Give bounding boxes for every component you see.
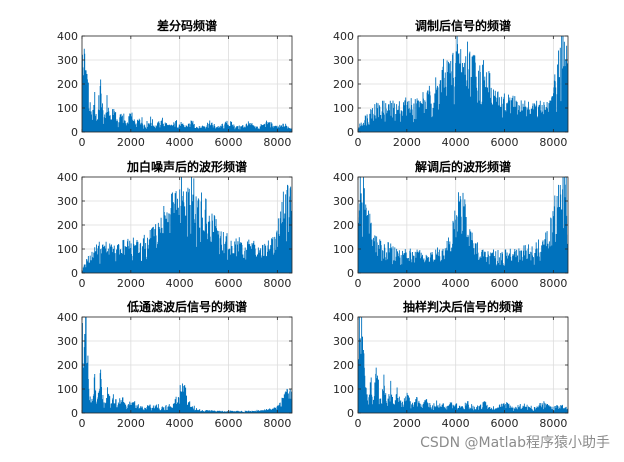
x-tick-label: 0 — [355, 417, 362, 430]
watermark-text: CSDN @Matlab程序猿小助手 — [420, 435, 610, 451]
subplot-6: 0 2000 4000 6000 8000 0 100 200 300 400 抽样判决后信号的频谱 — [333, 299, 569, 430]
series-line — [358, 317, 568, 413]
series-line — [82, 48, 292, 132]
x-tick-label: 2000 — [117, 136, 145, 149]
x-tick-label: 8000 — [539, 277, 567, 290]
y-tick-label: 100 — [333, 102, 354, 115]
x-tick-label: 0 — [79, 417, 86, 430]
x-tick-label: 6000 — [491, 417, 519, 430]
x-tick-label: 0 — [355, 136, 362, 149]
subplot-3: 0 2000 4000 6000 8000 0 100 200 300 400 加白噪声后的波形频谱 — [57, 159, 293, 290]
y-tick-label: 300 — [57, 54, 78, 67]
y-tick-label: 200 — [57, 219, 78, 232]
y-tick-label: 100 — [57, 243, 78, 256]
y-tick-label: 200 — [57, 359, 78, 372]
subplot-title: 调制后信号的频谱 — [415, 18, 511, 33]
y-tick-label: 0 — [71, 267, 78, 280]
x-tick-label: 8000 — [539, 417, 567, 430]
y-tick-label: 400 — [57, 311, 78, 324]
x-tick-label: 2000 — [393, 277, 421, 290]
x-tick-label: 6000 — [215, 136, 243, 149]
subplot-title: 加白噪声后的波形频谱 — [126, 159, 247, 174]
x-tick-label: 6000 — [215, 417, 243, 430]
y-tick-label: 0 — [71, 126, 78, 139]
subplot-2: 0 2000 4000 6000 8000 0 100 200 300 400 调制后信号的频谱 — [333, 18, 569, 149]
x-tick-label: 2000 — [117, 277, 145, 290]
x-tick-label: 6000 — [491, 277, 519, 290]
y-tick-label: 0 — [71, 407, 78, 420]
subplot-title: 抽样判决后信号的频谱 — [403, 299, 523, 314]
y-tick-label: 200 — [333, 359, 354, 372]
y-tick-label: 400 — [57, 171, 78, 184]
x-tick-label: 6000 — [215, 277, 243, 290]
y-tick-label: 0 — [347, 126, 354, 139]
y-tick-label: 100 — [333, 243, 354, 256]
y-tick-label: 300 — [333, 54, 354, 67]
y-tick-label: 400 — [333, 311, 354, 324]
y-tick-label: 300 — [57, 335, 78, 348]
x-tick-label: 4000 — [442, 417, 470, 430]
x-tick-label: 4000 — [442, 277, 470, 290]
x-tick-label: 0 — [355, 277, 362, 290]
series-line — [358, 36, 568, 132]
x-tick-label: 0 — [79, 136, 86, 149]
x-tick-label: 0 — [79, 277, 86, 290]
x-tick-label: 8000 — [263, 417, 291, 430]
subplot-title: 差分码频谱 — [156, 18, 217, 33]
x-tick-label: 4000 — [442, 136, 470, 149]
series-line — [82, 317, 292, 413]
x-tick-label: 4000 — [166, 417, 194, 430]
y-tick-label: 0 — [347, 407, 354, 420]
x-tick-label: 4000 — [166, 277, 194, 290]
y-tick-label: 0 — [347, 267, 354, 280]
y-tick-label: 200 — [333, 78, 354, 91]
y-tick-label: 400 — [333, 30, 354, 43]
x-tick-label: 2000 — [117, 417, 145, 430]
y-tick-label: 100 — [57, 102, 78, 115]
subplot-4: 0 2000 4000 6000 8000 0 100 200 300 400 解调后的波形频谱 — [333, 159, 569, 290]
y-tick-label: 300 — [333, 335, 354, 348]
y-tick-label: 100 — [57, 383, 78, 396]
x-tick-label: 2000 — [393, 136, 421, 149]
x-tick-label: 8000 — [263, 277, 291, 290]
subplot-1: 0 2000 4000 6000 8000 0 100 200 300 400 差分码频谱 — [57, 18, 293, 149]
x-tick-label: 2000 — [393, 417, 421, 430]
x-tick-label: 8000 — [263, 136, 291, 149]
x-tick-label: 4000 — [166, 136, 194, 149]
y-tick-label: 300 — [333, 195, 354, 208]
subplot-title: 解调后的波形频谱 — [415, 159, 511, 174]
y-tick-label: 300 — [57, 195, 78, 208]
y-tick-label: 400 — [57, 30, 78, 43]
series-line — [82, 177, 292, 273]
x-tick-label: 8000 — [539, 136, 567, 149]
y-tick-label: 400 — [333, 171, 354, 184]
subplot-5: 0 2000 4000 6000 8000 0 100 200 300 400 低通滤波后信号的频谱 — [57, 299, 293, 430]
y-tick-label: 200 — [333, 219, 354, 232]
x-tick-label: 6000 — [491, 136, 519, 149]
y-tick-label: 200 — [57, 78, 78, 91]
y-tick-label: 100 — [333, 383, 354, 396]
series-line — [358, 177, 568, 273]
subplot-title: 低通滤波后信号的频谱 — [126, 299, 247, 314]
